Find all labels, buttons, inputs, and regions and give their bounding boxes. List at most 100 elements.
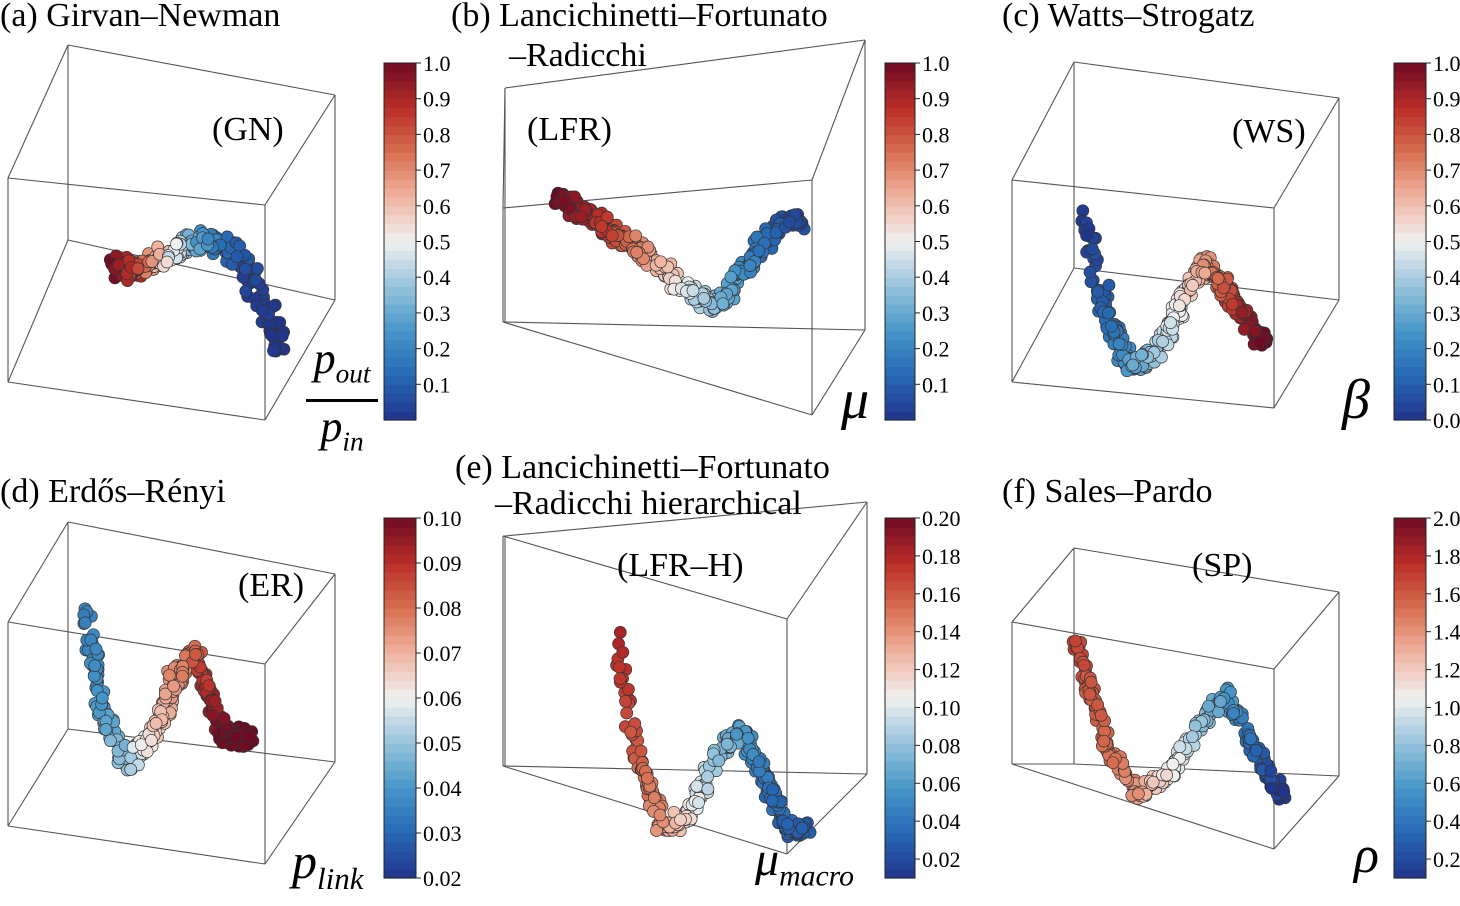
- panel-d-colorbar-segment: [384, 842, 416, 852]
- panel-b-colorbar-segment: [885, 98, 915, 109]
- panel-c-title: (c) Watts–Strogatz: [1002, 0, 1255, 34]
- panel-b-colorbar-tick-label: 0.6: [922, 194, 950, 219]
- panel-e-colorbar-segment: [885, 698, 915, 708]
- panel-f-colorbar-segment: [1394, 797, 1426, 807]
- panel-a-cube-edge: [264, 299, 336, 421]
- panel-b-colorbar-segment: [885, 161, 915, 171]
- panel-b-colorbar-tick-label: 0.7: [922, 158, 950, 183]
- panel-a-cube-edge: [7, 239, 69, 383]
- panel-f-colorbar-segment: [1394, 599, 1426, 609]
- panel-b-colorbar-tick-label: 0.4: [922, 265, 950, 290]
- panel-c-point: [1112, 337, 1126, 351]
- panel-b-colorbar-segment: [885, 295, 915, 305]
- panel-d-point: [167, 679, 180, 693]
- panel-d-colorbar-segment: [384, 824, 416, 834]
- panel-b-cube-edge: [504, 321, 866, 331]
- panel-b-colorbar-segment: [885, 107, 915, 118]
- panel-d-colorbar-segment: [384, 671, 416, 681]
- panel-a-colorbar-segment: [384, 134, 416, 144]
- panel-d-colorbar-segment: [384, 869, 416, 879]
- panel-e-colorbar-label: μmacro: [755, 833, 855, 893]
- panel-c-colorbar-segment: [1394, 393, 1426, 403]
- panel-a-point: [131, 262, 145, 275]
- panel-f-colorbar-segment: [1394, 689, 1426, 699]
- panel-e-colorbar-segment: [885, 806, 915, 816]
- panel-c-colorbar-segment: [1394, 259, 1426, 269]
- panel-c-colorbar-segment: [1394, 303, 1426, 314]
- panel-f-colorbar-segment: [1394, 761, 1426, 771]
- panel-f-colorbar-segment: [1394, 671, 1426, 681]
- panel-f-colorbar-segment: [1394, 563, 1426, 573]
- panel-e-colorbar-segment: [885, 590, 915, 600]
- panel-b-colorbar-label: μ: [841, 369, 870, 431]
- panel-d-colorbar-segment: [384, 698, 416, 708]
- panel-f-colorbar-segment: [1394, 707, 1426, 717]
- panel-f-cube-edge: [1273, 775, 1340, 850]
- panel-b-cube-edge: [502, 321, 813, 416]
- panel-c-cube-edge: [1011, 61, 1075, 181]
- panel-d-point: [228, 730, 242, 744]
- panel-a-colorbar-label: pout pin: [306, 336, 378, 464]
- panel-c-annotation: (WS): [1232, 113, 1306, 150]
- panel-e-colorbar-segment: [885, 554, 915, 564]
- panel-f-cube-edge: [1011, 621, 1275, 670]
- panel-c-colorbar-segment: [1394, 116, 1426, 127]
- panel-b-point: [641, 240, 655, 254]
- panel-a-point: [170, 237, 183, 251]
- panel-c-cube-edge: [1273, 299, 1340, 409]
- panel-e-point: [641, 771, 654, 785]
- panel-a-cube-edge: [7, 44, 69, 179]
- panel-c-colorbar-segment: [1394, 384, 1426, 394]
- panel-c-colorbar-tick-label: 0.2: [1433, 337, 1460, 362]
- panel-a-colorbar-segment: [384, 366, 416, 376]
- panel-a-colorbar-tick-label: 0.5: [423, 230, 451, 255]
- panel-a-colorbar-segment: [384, 223, 416, 234]
- panel-b-colorbar-segment: [885, 303, 915, 314]
- panel-c-colorbar-segment: [1394, 411, 1426, 421]
- panel-d-colorbar-tick-label: 0.10: [423, 506, 462, 531]
- panel-e-point: [624, 725, 638, 739]
- panel-b-colorbar-segment: [885, 348, 915, 359]
- panel-c-colorbar-segment: [1394, 71, 1426, 82]
- panel-f-plot: (SP) 0.2 0.4 0.6 0.8 1.0 1.2 1.4 1.6 1.8 2.0: [1011, 506, 1460, 879]
- panel-c-colorbar-segment: [1394, 98, 1426, 109]
- panel-a-colorbar-segment: [384, 143, 416, 153]
- panel-c-colorbar-segment: [1394, 232, 1426, 243]
- panel-c-colorbar-segment: [1394, 348, 1426, 359]
- panel-e-cube-edge: [786, 501, 868, 620]
- panel-e-point: [619, 694, 632, 708]
- panel-c-point: [1126, 358, 1140, 372]
- panel-b-point: [557, 193, 570, 207]
- panel-c-point: [1080, 229, 1093, 242]
- panel-f-colorbar-segment: [1394, 842, 1426, 852]
- panel-d-cube-edge: [7, 521, 69, 623]
- panel-b-colorbar-segment: [885, 134, 915, 144]
- panel-f: (SP) 0.2 0.4 0.6 0.8 1.0 1.2 1.4 1.6 1.8 2.0 (f) S…: [974, 444, 1460, 888]
- panel-a-colorbar-segment: [384, 402, 416, 412]
- panel-d-colorbar-segment: [384, 788, 416, 798]
- panel-f-colorbar-tick-label: 1.8: [1433, 544, 1460, 569]
- panel-a-point: [249, 273, 262, 287]
- panel-f-point: [1244, 732, 1257, 746]
- panel-e-point: [692, 796, 705, 810]
- panel-b-colorbar-segment: [885, 339, 915, 350]
- panel-c-colorbar-segment: [1394, 366, 1426, 376]
- panel-a-point: [201, 232, 215, 246]
- panel-b-title-line2: –Radicchi: [509, 37, 647, 74]
- panel-a-colorbar-segment: [384, 375, 416, 385]
- panel-c-point: [1102, 306, 1115, 320]
- panel-f-colorbar-segment: [1394, 752, 1426, 762]
- panel-c-colorbar-segment: [1394, 89, 1426, 100]
- panel-f-cube-edge: [1273, 591, 1340, 670]
- panel-d-colorbar-segment: [384, 527, 416, 537]
- panel-d-point: [89, 642, 103, 656]
- panel-d-colorbar-segment: [384, 770, 416, 780]
- panel-b-colorbar-segment: [885, 250, 915, 260]
- panel-e-point: [701, 770, 714, 784]
- panel-f-colorbar-segment: [1394, 734, 1426, 744]
- panel-a-colorbar-segment: [384, 80, 416, 91]
- panel-f-colorbar-segment: [1394, 617, 1426, 627]
- panel-a: (GN) 0.1 0.2 0.3 0.4 0.5 0.6 0.7 0.8 0.9 1.0 (a) G…: [0, 0, 487, 456]
- panel-e-colorbar-tick-label: 0.20: [922, 506, 961, 531]
- panel-e-colorbar-segment: [885, 779, 915, 789]
